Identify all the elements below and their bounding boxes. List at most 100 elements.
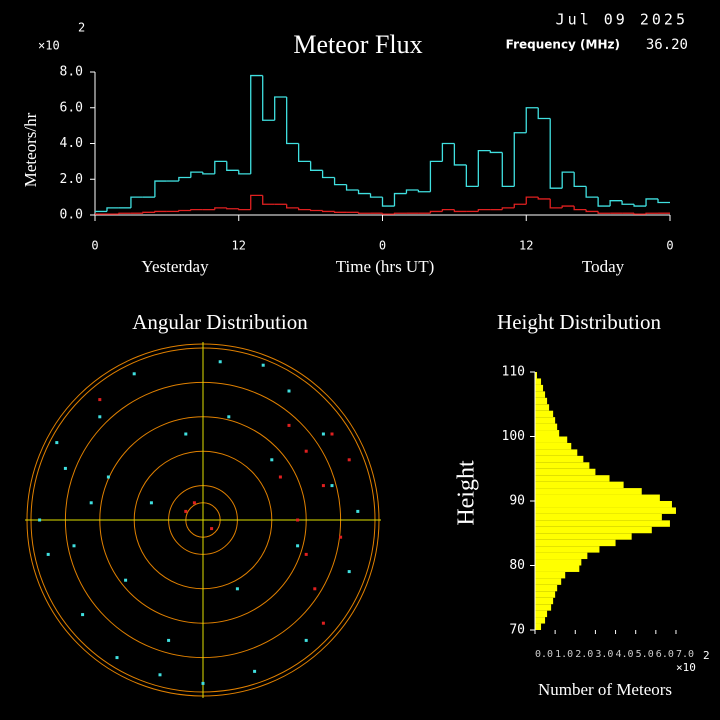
flux-step <box>345 184 359 191</box>
height-bar <box>535 546 600 553</box>
height-bar <box>535 442 572 450</box>
flux-step <box>250 194 263 210</box>
height-bar <box>535 507 676 514</box>
y-tick-label: 2.0 <box>60 172 83 187</box>
flux-step <box>441 208 455 212</box>
flux-step <box>297 207 311 211</box>
meteor-point <box>339 535 343 539</box>
y-tick-label: 8.0 <box>60 65 83 80</box>
flux-step <box>226 161 239 171</box>
flux-step <box>561 205 575 208</box>
flux-step <box>381 197 395 207</box>
meteor-point <box>55 441 59 445</box>
flux-step <box>309 161 323 171</box>
flux-step <box>274 96 287 121</box>
meteor-point <box>218 360 222 364</box>
flux-step <box>226 207 239 210</box>
height-bar <box>535 604 552 611</box>
today-label: Today <box>582 257 625 276</box>
meteor-point <box>304 552 308 556</box>
flux-step <box>238 208 251 211</box>
yesterday-label: Yesterday <box>141 257 209 276</box>
flux-step <box>369 193 383 198</box>
meteor-point <box>184 432 188 436</box>
height-bar <box>535 513 662 521</box>
flux-step <box>417 189 431 193</box>
meteor-point <box>167 638 171 642</box>
meteor-point <box>89 501 93 505</box>
height-bar <box>535 449 578 456</box>
y-multiplier: ×10 <box>38 39 60 53</box>
meteor-point <box>192 501 196 505</box>
height-bar <box>535 559 582 566</box>
meteor-point <box>158 673 162 677</box>
flux-step <box>190 171 203 178</box>
flux-step <box>453 143 467 166</box>
height-bar <box>535 617 546 624</box>
x-tick-label: 0 <box>91 239 98 253</box>
flux-step <box>525 107 539 133</box>
height-bar <box>535 475 610 482</box>
meteor-point <box>149 501 153 505</box>
flux-step <box>286 204 299 209</box>
y-tick-label: 100 <box>502 429 525 444</box>
flux-step <box>465 164 479 188</box>
height-bar <box>535 578 562 585</box>
meteor-point <box>106 475 110 479</box>
height-bar <box>535 520 670 527</box>
height-bar <box>535 610 548 618</box>
x-tick-label: 3.0 <box>595 649 613 660</box>
x-tick-label: 6.0 <box>656 649 674 660</box>
flux-step <box>501 152 515 188</box>
height-bar <box>535 481 624 489</box>
flux-step <box>202 172 215 175</box>
flux-step <box>154 210 167 213</box>
height-bar <box>535 417 556 424</box>
flux-step <box>381 213 395 215</box>
flux-step <box>597 211 611 214</box>
height-bar <box>535 591 556 598</box>
flux-step <box>333 211 347 213</box>
meteor-point <box>304 638 308 642</box>
flux-step <box>489 150 503 154</box>
flux-step <box>214 207 227 210</box>
height-bar <box>535 430 560 437</box>
flux-step <box>525 196 539 205</box>
flux-step <box>549 118 563 189</box>
height-bar <box>535 571 566 579</box>
meteor-point <box>330 432 334 436</box>
height-bar <box>535 623 542 630</box>
meteor-point <box>321 484 325 488</box>
flux-step <box>309 209 323 212</box>
y-tick-label: 90 <box>509 494 525 509</box>
meteor-point <box>184 509 188 513</box>
flux-step <box>513 203 527 208</box>
y-axis-title: Meteors/hr <box>21 112 40 187</box>
count-axis-title: Number of Meteors <box>538 680 672 699</box>
meteor-point <box>347 458 351 462</box>
meteor-point <box>63 466 67 470</box>
flux-step <box>250 74 263 174</box>
flux-title: Meteor Flux <box>293 30 422 59</box>
meteor-point <box>321 432 325 436</box>
x-tick-label: 5.0 <box>636 649 654 660</box>
flux-step <box>513 132 527 187</box>
height-bar <box>535 423 558 431</box>
flux-step <box>357 212 371 214</box>
meteor-point <box>98 415 102 419</box>
meteor-point <box>132 372 136 376</box>
flux-step <box>393 192 407 207</box>
flux-step <box>130 196 143 208</box>
height-bar <box>535 455 584 463</box>
height-axis-title: Height <box>454 460 480 526</box>
height-bar <box>535 565 580 572</box>
x-tick-label: 12 <box>232 239 246 253</box>
flux-step <box>561 171 575 189</box>
meteor-point <box>72 544 76 548</box>
flux-step <box>262 75 275 121</box>
flux-step <box>393 212 407 215</box>
flux-step <box>333 177 347 186</box>
meteor-point <box>287 389 291 393</box>
y-tick-label: 70 <box>509 623 525 638</box>
